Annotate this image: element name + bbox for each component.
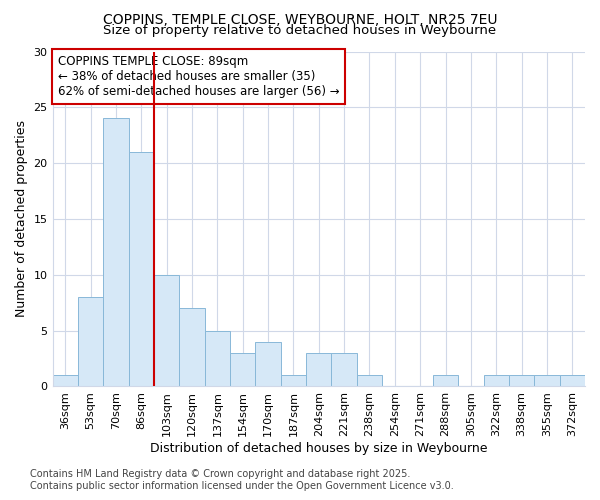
Bar xyxy=(433,376,458,386)
Bar xyxy=(306,353,331,386)
Text: COPPINS, TEMPLE CLOSE, WEYBOURNE, HOLT, NR25 7EU: COPPINS, TEMPLE CLOSE, WEYBOURNE, HOLT, … xyxy=(103,12,497,26)
Bar xyxy=(256,342,281,386)
Bar xyxy=(230,353,256,386)
Bar xyxy=(560,376,585,386)
Text: Contains HM Land Registry data © Crown copyright and database right 2025.
Contai: Contains HM Land Registry data © Crown c… xyxy=(30,470,454,491)
Bar xyxy=(53,376,78,386)
Bar xyxy=(484,376,509,386)
Bar xyxy=(357,376,382,386)
Bar xyxy=(103,118,128,386)
Bar xyxy=(154,275,179,386)
Bar xyxy=(534,376,560,386)
Text: Size of property relative to detached houses in Weybourne: Size of property relative to detached ho… xyxy=(103,24,497,37)
Text: COPPINS TEMPLE CLOSE: 89sqm
← 38% of detached houses are smaller (35)
62% of sem: COPPINS TEMPLE CLOSE: 89sqm ← 38% of det… xyxy=(58,55,340,98)
Bar xyxy=(78,297,103,386)
Bar xyxy=(205,330,230,386)
Bar xyxy=(128,152,154,386)
X-axis label: Distribution of detached houses by size in Weybourne: Distribution of detached houses by size … xyxy=(150,442,488,455)
Bar xyxy=(331,353,357,386)
Bar xyxy=(509,376,534,386)
Y-axis label: Number of detached properties: Number of detached properties xyxy=(15,120,28,318)
Bar xyxy=(281,376,306,386)
Bar xyxy=(179,308,205,386)
